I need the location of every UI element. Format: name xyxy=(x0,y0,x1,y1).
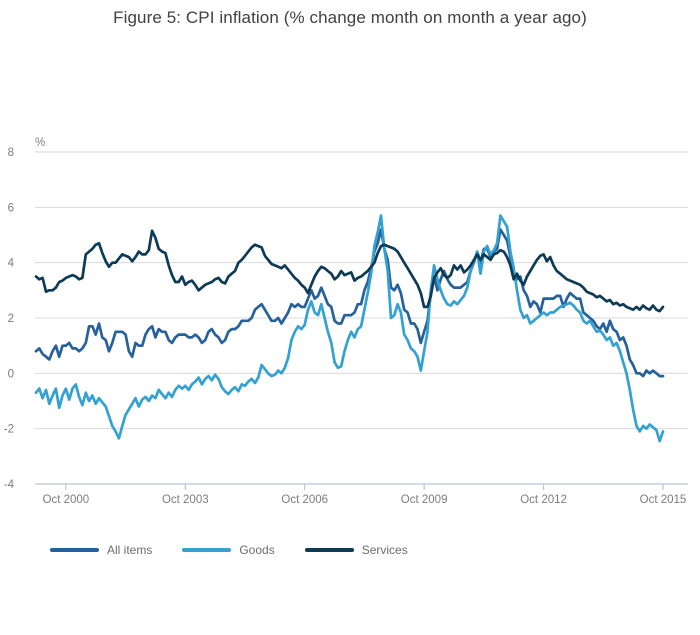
series-line-goods xyxy=(34,214,665,443)
x-tick-label: Oct 2009 xyxy=(401,494,448,506)
y-tick-label: 6 xyxy=(8,202,14,214)
x-tick-label: Oct 2000 xyxy=(43,494,90,506)
series-line-all-items xyxy=(34,228,665,378)
cpi-line-chart: 8 6 4 2 0 -2 -4% Oct 2000 Oct 2003 Oct 2006 Oct 20… xyxy=(4,137,688,506)
x-tick-label: Oct 2015 xyxy=(640,494,687,506)
legend-swatch-goods xyxy=(182,548,232,552)
x-tick-label: Oct 2012 xyxy=(520,494,567,506)
series-line-services xyxy=(34,229,665,313)
legend-item-all-items: All items xyxy=(50,543,152,557)
legend-item-services: Services xyxy=(304,543,408,557)
y-tick-label: 0 xyxy=(8,368,14,380)
legend-label-goods: Goods xyxy=(239,543,275,557)
x-tick-label: Oct 2006 xyxy=(281,494,328,506)
legend-swatch-all-items xyxy=(50,548,99,552)
legend-label-services: Services xyxy=(361,543,408,557)
legend-label-all-items: All items xyxy=(107,543,153,557)
y-tick-label: -2 xyxy=(4,424,14,436)
chart-title: Figure 5: CPI inflation (% change month … xyxy=(113,8,587,27)
y-tick-label: 8 xyxy=(8,147,14,159)
legend-swatch-services xyxy=(304,548,354,552)
y-tick-label: 4 xyxy=(8,258,15,270)
y-tick-label: -4 xyxy=(4,479,15,491)
legend: All items Goods Services xyxy=(50,543,438,557)
y-axis-unit-label: % xyxy=(35,137,45,149)
y-tick-label: 2 xyxy=(8,313,14,325)
legend-item-goods: Goods xyxy=(182,543,275,557)
x-tick-label: Oct 2003 xyxy=(162,494,209,506)
